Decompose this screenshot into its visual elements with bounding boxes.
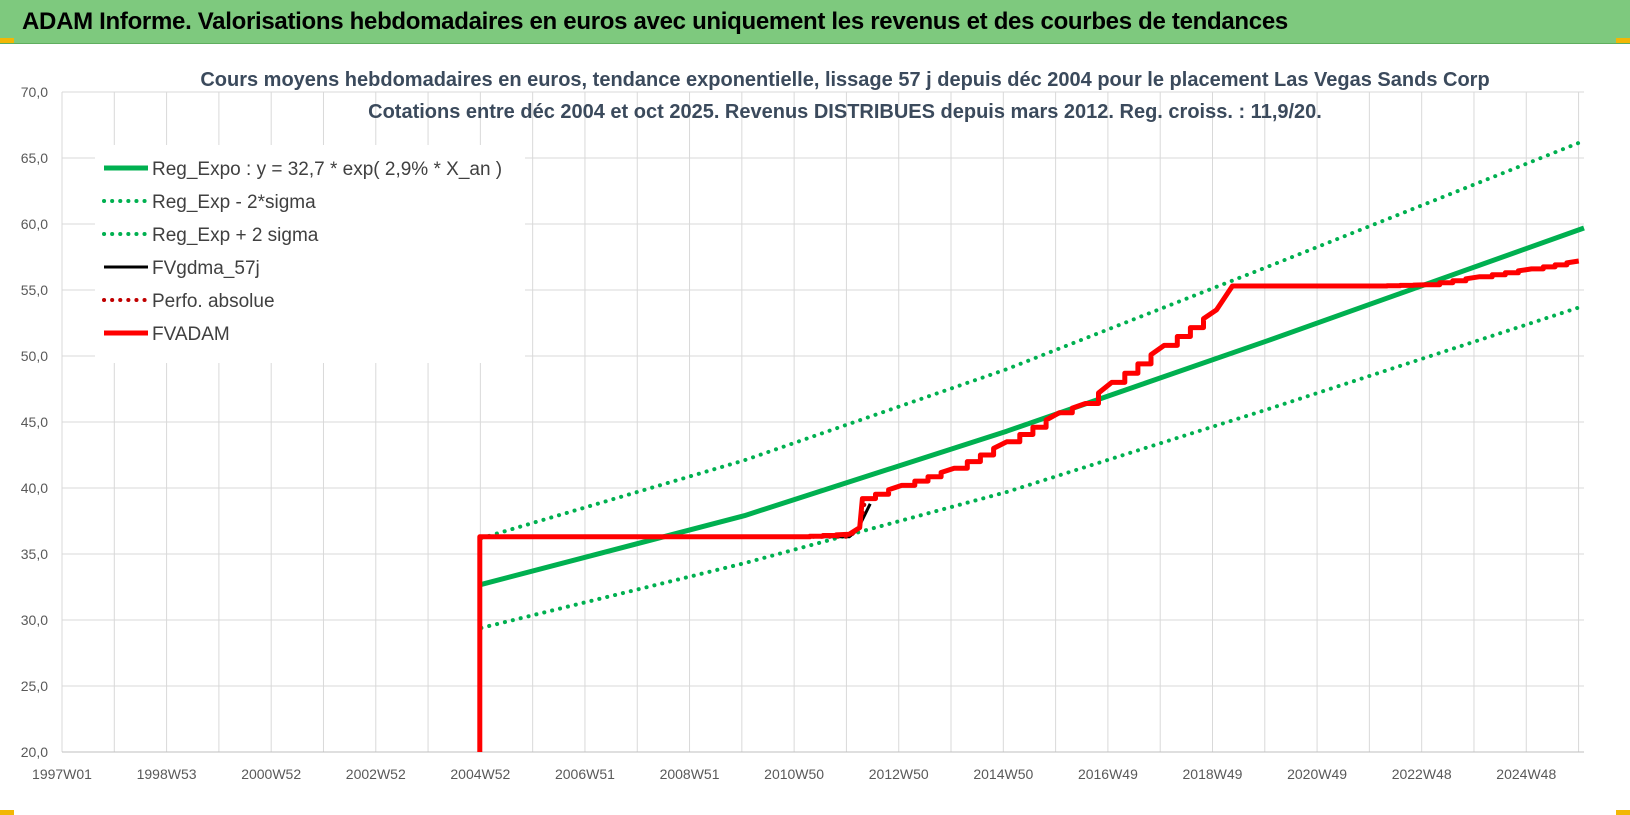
corner-marker xyxy=(1616,810,1630,815)
page-title: ADAM Informe. Valorisations hebdomadaire… xyxy=(22,8,1288,35)
series-layer xyxy=(477,138,1586,752)
legend-label-1: Reg_Exp - 2*sigma xyxy=(152,192,316,213)
y-tick-label: 35,0 xyxy=(21,546,48,562)
y-tick-label: 40,0 xyxy=(21,480,48,496)
x-tick-label: 2018W49 xyxy=(1183,766,1243,782)
legend-label-4: Perfo. absolue xyxy=(152,291,275,312)
series-line-1 xyxy=(479,303,1586,630)
legend-background xyxy=(95,145,525,363)
y-tick-label: 30,0 xyxy=(21,612,48,628)
x-tick-label: 2006W51 xyxy=(555,766,615,782)
x-tick-label: 2000W52 xyxy=(241,766,301,782)
x-tick-label: 1997W01 xyxy=(32,766,92,782)
x-tick-label: 2022W48 xyxy=(1392,766,1452,782)
legend-label-3: FVgdma_57j xyxy=(152,258,260,279)
series-line-5 xyxy=(477,258,1580,752)
x-tick-label: 2016W49 xyxy=(1078,766,1138,782)
y-tick-label: 70,0 xyxy=(21,84,48,100)
series-line-2 xyxy=(479,138,1586,541)
y-tick-label: 50,0 xyxy=(21,348,48,364)
legend-label-0: Reg_Expo : y = 32,7 * exp( 2,9% * X_an ) xyxy=(152,159,502,180)
chart-title-line-1: Cours moyens hebdomadaires en euros, ten… xyxy=(200,69,1489,91)
axis-layer: 20,0 25,0 30,0 35,0 40,0 45,0 50,0 55,0 60,0 65,0… xyxy=(21,84,1584,782)
series-line-0 xyxy=(480,225,1585,587)
y-tick-label: 20,0 xyxy=(21,744,48,760)
y-tick-label: 45,0 xyxy=(21,414,48,430)
x-tick-label: 2024W48 xyxy=(1496,766,1556,782)
corner-marker xyxy=(0,810,14,815)
x-tick-label: 2004W52 xyxy=(450,766,510,782)
legend-label-2: Reg_Exp + 2 sigma xyxy=(152,225,319,246)
header-banner: ADAM Informe. Valorisations hebdomadaire… xyxy=(0,0,1630,44)
corner-marker xyxy=(1616,38,1630,43)
y-tick-label: 60,0 xyxy=(21,216,48,232)
x-tick-label: 2010W50 xyxy=(764,766,824,782)
y-tick-label: 55,0 xyxy=(21,282,48,298)
x-tick-label: 2008W51 xyxy=(660,766,720,782)
x-tick-label: 2014W50 xyxy=(973,766,1033,782)
corner-marker xyxy=(0,38,14,43)
x-tick-label: 1998W53 xyxy=(137,766,197,782)
x-tick-label: 2002W52 xyxy=(346,766,406,782)
y-tick-label: 25,0 xyxy=(21,678,48,694)
chart-title-line-2: Cotations entre déc 2004 et oct 2025. Re… xyxy=(368,101,1322,123)
x-tick-label: 2012W50 xyxy=(869,766,929,782)
x-tick-label: 2020W49 xyxy=(1287,766,1347,782)
legend-label-5: FVADAM xyxy=(152,324,230,345)
series-line-4 xyxy=(479,499,867,539)
legend: Reg_Expo : y = 32,7 * exp( 2,9% * X_an )… xyxy=(102,159,502,345)
y-tick-label: 65,0 xyxy=(21,150,48,166)
